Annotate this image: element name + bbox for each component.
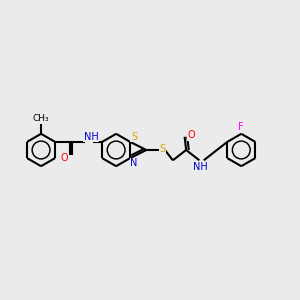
Text: F: F xyxy=(238,122,244,132)
Text: N: N xyxy=(130,158,138,168)
Text: S: S xyxy=(160,144,166,154)
Text: S: S xyxy=(131,132,137,142)
Text: O: O xyxy=(187,130,195,140)
Text: CH₃: CH₃ xyxy=(33,114,50,123)
Text: NH: NH xyxy=(194,162,208,172)
Text: O: O xyxy=(61,153,68,163)
Text: NH: NH xyxy=(84,132,98,142)
